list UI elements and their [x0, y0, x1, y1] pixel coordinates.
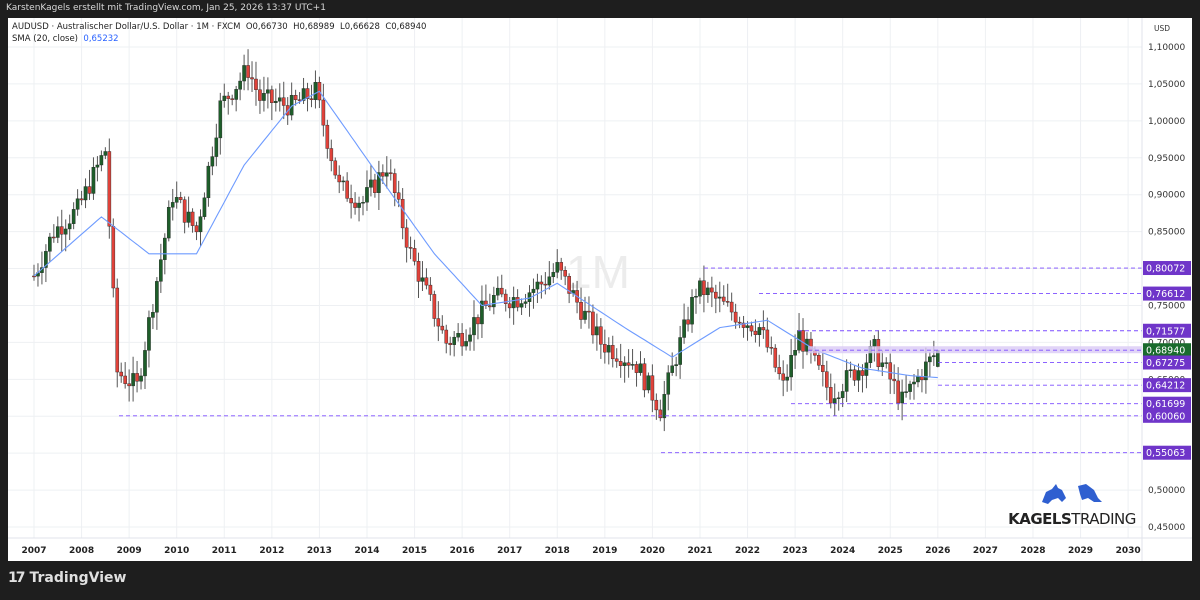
svg-text:0,61699: 0,61699	[1146, 399, 1185, 410]
svg-text:2007: 2007	[21, 546, 46, 556]
svg-text:0,71577: 0,71577	[1146, 326, 1185, 337]
candles	[32, 49, 940, 432]
svg-text:2024: 2024	[830, 546, 855, 556]
sma-indicator[interactable]: SMA (20, close) 0,65232	[12, 33, 426, 45]
svg-text:2014: 2014	[354, 546, 379, 556]
bull-bear-icon	[1042, 484, 1102, 504]
symbol-line: AUDUSD · Australischer Dollar/U.S. Dolla…	[12, 22, 241, 32]
price-label	[1143, 445, 1191, 460]
ohlc-open: O0,66730	[245, 22, 288, 32]
svg-text:2010: 2010	[164, 546, 189, 556]
svg-text:1,10000: 1,10000	[1148, 43, 1185, 53]
price-label	[1143, 323, 1191, 338]
svg-text:2015: 2015	[402, 546, 427, 556]
sma-label: SMA (20, close)	[12, 34, 78, 44]
svg-text:1,00000: 1,00000	[1148, 117, 1185, 127]
svg-text:0,45000: 0,45000	[1148, 523, 1185, 533]
svg-text:2023: 2023	[783, 546, 808, 556]
ohlc-high: H0,68989	[293, 22, 335, 32]
svg-text:2013: 2013	[307, 546, 332, 556]
svg-text:2028: 2028	[1020, 546, 1045, 556]
svg-text:0,80072: 0,80072	[1146, 264, 1185, 275]
sma-line	[33, 90, 938, 379]
chart-attribution: KarstenKagels erstellt mit TradingView.c…	[6, 3, 326, 13]
price-label	[1143, 286, 1191, 301]
svg-text:1M: 1M	[566, 246, 630, 298]
svg-text:2025: 2025	[878, 546, 903, 556]
svg-text:2016: 2016	[450, 546, 475, 556]
svg-text:0,90000: 0,90000	[1148, 191, 1185, 201]
price-label	[1143, 396, 1191, 411]
svg-text:2022: 2022	[735, 546, 760, 556]
svg-text:0,67275: 0,67275	[1146, 358, 1185, 369]
kagels-trading-logo: KAGELSTRADING	[1002, 480, 1142, 528]
svg-text:2017: 2017	[497, 546, 522, 556]
symbol-info: AUDUSD · Australischer Dollar/U.S. Dolla…	[12, 21, 426, 33]
svg-text:0,64212: 0,64212	[1146, 381, 1185, 392]
svg-text:0,68940: 0,68940	[1146, 346, 1185, 357]
svg-text:2018: 2018	[545, 546, 570, 556]
svg-text:2029: 2029	[1068, 546, 1093, 556]
svg-text:2030: 2030	[1116, 546, 1141, 556]
price-label	[1143, 378, 1191, 393]
chart-legend: AUDUSD · Australischer Dollar/U.S. Dolla…	[12, 21, 426, 45]
currency-label: USD	[1154, 24, 1171, 33]
svg-text:2009: 2009	[117, 546, 142, 556]
svg-text:2012: 2012	[259, 546, 284, 556]
tradingview-brand: TradingView	[29, 570, 127, 586]
svg-text:0,85000: 0,85000	[1148, 228, 1185, 238]
svg-text:2011: 2011	[212, 546, 237, 556]
tradingview-icon: 17	[8, 570, 26, 586]
chart-frame: 1M 1,10000 1,05000 1,00000 0,95000 0,90000 0,8…	[8, 18, 1192, 561]
svg-text:2020: 2020	[640, 546, 665, 556]
svg-text:0,60060: 0,60060	[1146, 411, 1185, 422]
svg-text:2027: 2027	[973, 546, 998, 556]
brand-name: KAGELSTRADING	[1008, 510, 1136, 528]
svg-text:0,95000: 0,95000	[1148, 154, 1185, 164]
svg-text:2026: 2026	[925, 546, 950, 556]
sma-value: 0,65232	[83, 34, 119, 44]
price-label	[1143, 355, 1191, 370]
price-label	[1143, 261, 1191, 276]
svg-text:2021: 2021	[687, 546, 712, 556]
ohlc-close: C0,68940	[385, 22, 427, 32]
svg-text:2019: 2019	[592, 546, 617, 556]
price-label	[1143, 408, 1191, 423]
svg-text:0,76612: 0,76612	[1146, 289, 1185, 300]
svg-text:0,75000: 0,75000	[1148, 301, 1185, 311]
tradingview-logo[interactable]: 17 TradingView	[8, 570, 126, 586]
candlestick-chart[interactable]: 1M 1,10000 1,05000 1,00000 0,95000 0,90000 0,8…	[8, 18, 1192, 561]
svg-text:1,05000: 1,05000	[1148, 80, 1185, 90]
svg-text:0,50000: 0,50000	[1148, 486, 1185, 496]
ohlc-low: L0,66628	[340, 22, 380, 32]
price-label	[1143, 343, 1191, 358]
svg-text:0,55063: 0,55063	[1146, 448, 1185, 459]
svg-text:2008: 2008	[69, 546, 94, 556]
